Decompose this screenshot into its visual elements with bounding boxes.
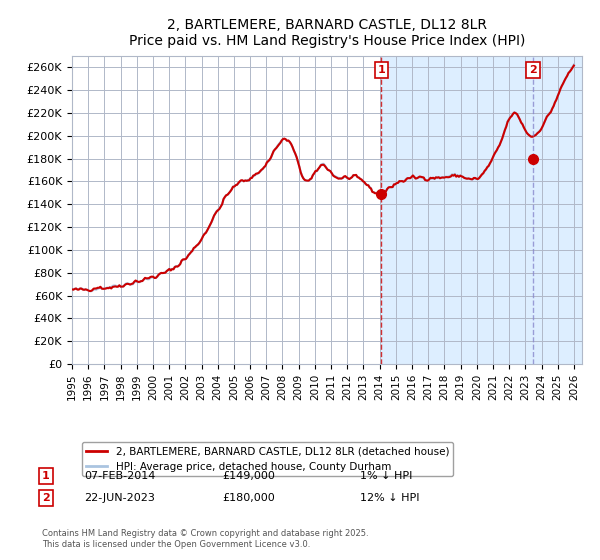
Text: 2: 2: [529, 66, 537, 75]
Text: 12% ↓ HPI: 12% ↓ HPI: [360, 493, 419, 503]
Legend: 2, BARTLEMERE, BARNARD CASTLE, DL12 8LR (detached house), HPI: Average price, de: 2, BARTLEMERE, BARNARD CASTLE, DL12 8LR …: [82, 442, 454, 476]
Text: Contains HM Land Registry data © Crown copyright and database right 2025.
This d: Contains HM Land Registry data © Crown c…: [42, 529, 368, 549]
Text: 1% ↓ HPI: 1% ↓ HPI: [360, 471, 412, 481]
Text: 07-FEB-2014: 07-FEB-2014: [84, 471, 155, 481]
Text: 2: 2: [42, 493, 50, 503]
Title: 2, BARTLEMERE, BARNARD CASTLE, DL12 8LR
Price paid vs. HM Land Registry's House : 2, BARTLEMERE, BARNARD CASTLE, DL12 8LR …: [129, 18, 525, 48]
Text: 1: 1: [377, 66, 385, 75]
Text: 1: 1: [42, 471, 50, 481]
Text: £149,000: £149,000: [222, 471, 275, 481]
Bar: [381, 56, 533, 364]
Text: 22-JUN-2023: 22-JUN-2023: [84, 493, 155, 503]
Bar: [533, 56, 582, 364]
Text: £180,000: £180,000: [222, 493, 275, 503]
